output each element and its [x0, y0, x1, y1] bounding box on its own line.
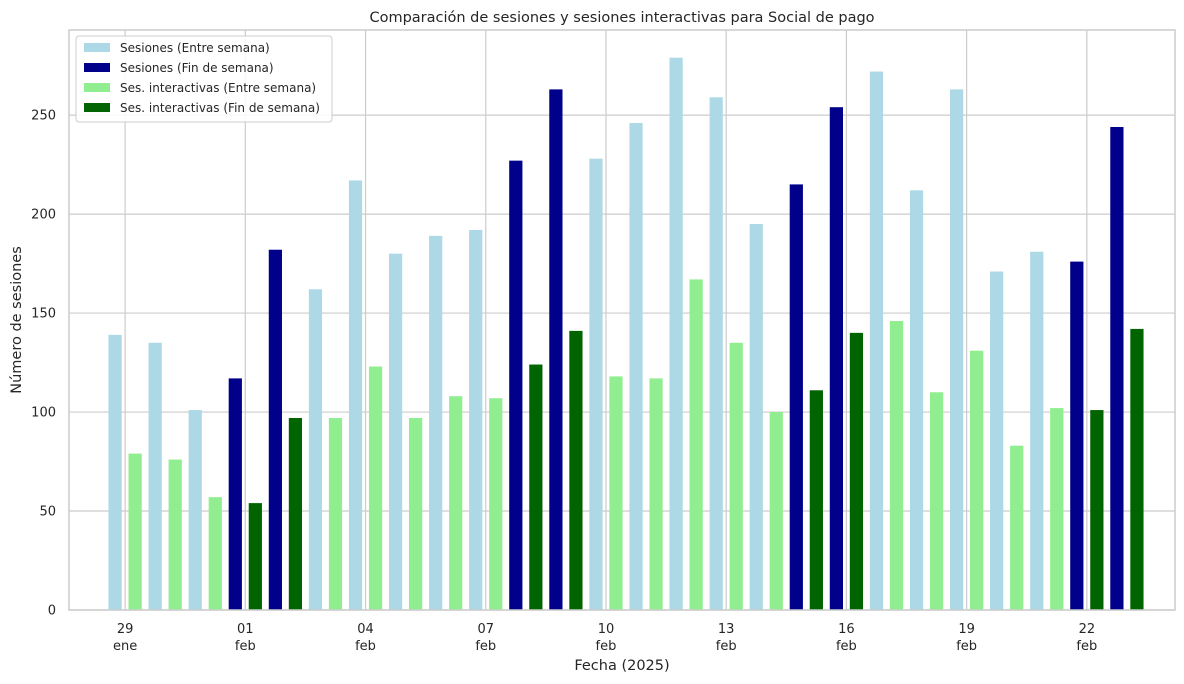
- chart-title: Comparación de sesiones y sesiones inter…: [369, 10, 874, 26]
- bar-sessions-weekday: [629, 123, 643, 611]
- bars-layer: [108, 57, 1144, 611]
- legend-swatch-interactive-weekday: [84, 83, 110, 92]
- bar-interactive-weekday: [208, 497, 222, 610]
- x-axis-label: Fecha (2025): [574, 658, 669, 674]
- x-tick-label: 13: [718, 622, 735, 637]
- legend-swatch-sessions-weekday: [84, 43, 110, 52]
- bar-sessions-weekend: [1110, 126, 1124, 611]
- x-tick-label: feb: [716, 639, 737, 654]
- bar-interactive-weekday: [929, 392, 944, 610]
- x-tick-label: ene: [113, 639, 137, 654]
- x-tick-label: feb: [836, 639, 857, 654]
- x-tick-label: 19: [958, 622, 975, 637]
- x-tick-label: 04: [357, 622, 374, 637]
- legend-label-interactive-weekday: Ses. interactivas (Entre semana): [120, 81, 316, 95]
- legend-swatch-interactive-weekend: [84, 103, 110, 112]
- bar-interactive-weekend: [1090, 410, 1104, 610]
- bar-sessions-weekday: [429, 235, 443, 610]
- bar-interactive-weekend: [569, 330, 583, 610]
- bar-interactive-weekday: [328, 417, 343, 610]
- bar-interactive-weekday: [168, 459, 182, 610]
- legend-label-interactive-weekend: Ses. interactivas (Fin de semana): [120, 101, 320, 115]
- bar-sessions-weekday: [1030, 251, 1044, 610]
- bar-interactive-weekday: [409, 417, 423, 610]
- x-tick-label: 10: [598, 622, 615, 637]
- bar-interactive-weekday: [489, 398, 503, 610]
- x-tick-label: 22: [1079, 622, 1096, 637]
- bar-interactive-weekday: [729, 342, 743, 610]
- y-axis-label: Número de sesiones: [9, 246, 25, 394]
- y-tick-label: 50: [39, 505, 56, 520]
- x-tick-label: feb: [355, 639, 376, 654]
- x-tick-label: 29: [117, 622, 134, 637]
- bar-interactive-weekday: [449, 396, 463, 610]
- bar-sessions-weekend: [549, 89, 563, 610]
- bar-sessions-weekday: [869, 71, 884, 611]
- legend: Sesiones (Entre semana) Sesiones (Fin de…: [75, 35, 333, 123]
- bar-interactive-weekday: [769, 412, 783, 610]
- bar-interactive-weekend: [849, 332, 864, 610]
- x-tick-label: feb: [235, 639, 256, 654]
- x-tick-label: feb: [596, 639, 617, 654]
- bar-interactive-weekend: [248, 503, 262, 610]
- bar-interactive-weekday: [1050, 408, 1064, 610]
- bar-sessions-weekend: [1070, 261, 1084, 610]
- bar-interactive-weekend: [1130, 328, 1144, 610]
- bar-sessions-weekday: [148, 342, 162, 610]
- bar-sessions-weekday: [308, 289, 323, 610]
- ticks-layer: 0 50 100 150 200 250 29 ene 01 feb 04 feb 07 feb 10 feb…: [31, 109, 1097, 654]
- bar-sessions-weekend: [789, 184, 803, 611]
- bar-interactive-weekday: [689, 279, 703, 610]
- y-tick-label: 250: [31, 109, 56, 124]
- legend-label-sessions-weekday: Sesiones (Entre semana): [120, 41, 270, 55]
- bar-sessions-weekday: [909, 190, 924, 610]
- x-tick-label: 07: [477, 622, 494, 637]
- x-tick-label: feb: [956, 639, 977, 654]
- legend-label-sessions-weekend: Sesiones (Fin de semana): [120, 61, 274, 75]
- bar-sessions-weekend: [509, 160, 523, 610]
- x-tick-label: 16: [838, 622, 855, 637]
- plot-frame: [68, 29, 1176, 611]
- y-tick-label: 150: [31, 307, 56, 322]
- y-tick-label: 200: [31, 208, 56, 223]
- bar-sessions-weekday: [188, 410, 202, 610]
- y-tick-label: 100: [31, 406, 56, 421]
- bar-sessions-weekday: [749, 223, 763, 611]
- bar-sessions-weekday: [589, 158, 603, 610]
- bar-sessions-weekday: [709, 97, 723, 610]
- legend-swatch-sessions-weekend: [84, 63, 110, 72]
- bar-sessions-weekday: [469, 229, 483, 610]
- bar-sessions-weekend: [829, 107, 843, 611]
- bar-interactive-weekend: [809, 390, 823, 610]
- bar-interactive-weekday: [649, 378, 663, 610]
- x-tick-label: 01: [237, 622, 254, 637]
- bar-interactive-weekday: [368, 366, 383, 610]
- bar-sessions-weekday: [990, 271, 1004, 610]
- x-tick-label: feb: [475, 639, 496, 654]
- bar-sessions-weekend: [268, 249, 282, 610]
- bar-interactive-weekday: [128, 453, 142, 610]
- bar-sessions-weekday: [388, 253, 403, 610]
- legend-box: [75, 35, 333, 123]
- y-tick-label: 0: [48, 604, 56, 619]
- bar-interactive-weekday: [889, 320, 904, 610]
- bar-sessions-weekday: [949, 89, 964, 610]
- x-tick-label: feb: [1076, 639, 1097, 654]
- bar-sessions-weekday: [108, 334, 122, 610]
- bar-interactive-weekday: [970, 350, 984, 610]
- bar-sessions-weekend: [228, 378, 242, 610]
- bar-interactive-weekday: [1010, 445, 1024, 610]
- bar-interactive-weekend: [288, 417, 303, 610]
- bar-interactive-weekend: [529, 364, 543, 610]
- bar-interactive-weekday: [609, 376, 623, 610]
- bar-sessions-weekday: [669, 57, 683, 610]
- bar-sessions-weekday: [348, 180, 363, 611]
